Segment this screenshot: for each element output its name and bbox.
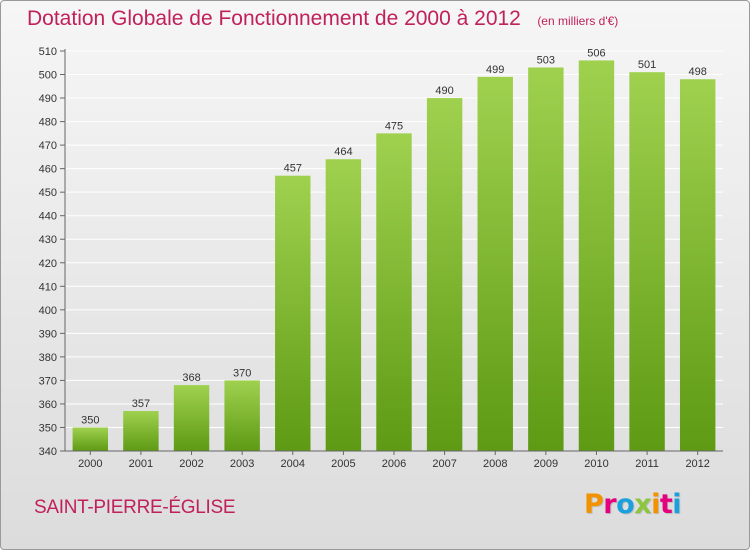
x-tick-label: 2000 xyxy=(78,458,102,470)
commune-name: SAINT-PIERRE-ÉGLISE xyxy=(34,497,236,518)
bar xyxy=(426,98,463,451)
y-tick-label: 420 xyxy=(39,258,57,270)
y-axis: 340 350 360 370 380 390 400 410 420 430 440 450 460 4… xyxy=(39,46,66,458)
chart-title: Dotation Globale de Fonctionnement de 20… xyxy=(27,7,521,30)
bar xyxy=(629,72,665,452)
proxiti-logo: Proxiti xyxy=(584,489,682,520)
bar xyxy=(123,411,159,451)
y-tick-label: 370 xyxy=(39,375,57,387)
bar-value-label: 368 xyxy=(182,372,200,384)
bar xyxy=(679,79,716,451)
bar-value-label: 475 xyxy=(385,120,403,132)
x-tick-label: 2007 xyxy=(432,458,456,470)
bar-value-label: 457 xyxy=(284,163,302,175)
bar-value-label: 357 xyxy=(132,398,150,410)
x-axis: 2000 2001 2002 2003 2004 2005 2006 2007 2008 2009… xyxy=(65,450,723,470)
bar-value-label: 490 xyxy=(435,85,453,97)
bar xyxy=(173,385,210,451)
x-tick-label: 2001 xyxy=(129,458,153,470)
x-tick-label: 2006 xyxy=(382,458,406,470)
x-tick-label: 2003 xyxy=(230,458,254,470)
bar xyxy=(325,159,362,451)
bars: 350 357 368 370 457 464 475 490 499 503 506 501 498 xyxy=(72,47,716,452)
bar xyxy=(477,76,513,451)
logo-letter: t xyxy=(659,489,673,520)
y-tick-label: 460 xyxy=(39,164,57,176)
x-tick-label: 2011 xyxy=(635,458,659,470)
y-tick-label: 350 xyxy=(39,422,57,434)
bar xyxy=(275,175,311,452)
y-tick-label: 500 xyxy=(39,70,57,82)
x-tick-label: 2009 xyxy=(534,458,558,470)
y-tick-label: 380 xyxy=(39,352,57,364)
y-tick-label: 440 xyxy=(39,211,57,223)
bar xyxy=(578,60,615,451)
x-tick-label: 2010 xyxy=(584,458,608,470)
y-tick-label: 470 xyxy=(39,140,57,152)
x-tick-label: 2008 xyxy=(483,458,507,470)
y-tick-label: 480 xyxy=(39,117,57,129)
logo-letter: x xyxy=(634,489,652,520)
logo-letter: P xyxy=(584,489,604,520)
y-tick-label: 510 xyxy=(39,46,57,58)
bar xyxy=(376,133,412,451)
y-tick-label: 410 xyxy=(39,281,57,293)
x-tick-label: 2002 xyxy=(179,458,203,470)
bar-value-label: 501 xyxy=(638,59,656,71)
y-tick-label: 340 xyxy=(39,446,57,458)
bar-value-label: 506 xyxy=(587,47,605,59)
bar xyxy=(72,427,109,451)
logo-letter: i xyxy=(651,489,660,520)
bar-value-label: 370 xyxy=(233,367,251,379)
logo-letter: o xyxy=(616,489,635,520)
x-tick-label: 2005 xyxy=(331,458,355,470)
x-tick-label: 2004 xyxy=(281,458,305,470)
chart-unit: (en milliers d'€) xyxy=(537,14,619,28)
bar-value-label: 503 xyxy=(537,54,555,66)
logo-letter: i xyxy=(672,489,682,520)
bar-value-label: 499 xyxy=(486,64,504,76)
y-tick-label: 430 xyxy=(39,234,57,246)
y-tick-label: 360 xyxy=(39,399,57,411)
bar-value-label: 350 xyxy=(81,414,99,426)
title-row: Dotation Globale de Fonctionnement de 20… xyxy=(27,7,618,31)
y-tick-label: 390 xyxy=(39,328,57,340)
y-tick-label: 450 xyxy=(39,187,57,199)
y-tick-label: 490 xyxy=(39,93,57,105)
bar xyxy=(224,380,260,451)
x-tick-label: 2012 xyxy=(685,458,709,470)
bar xyxy=(528,67,564,452)
logo-letter: r xyxy=(603,489,617,520)
bar-value-label: 498 xyxy=(689,66,707,78)
y-tick-label: 400 xyxy=(39,305,57,317)
bar-value-label: 464 xyxy=(334,146,352,158)
